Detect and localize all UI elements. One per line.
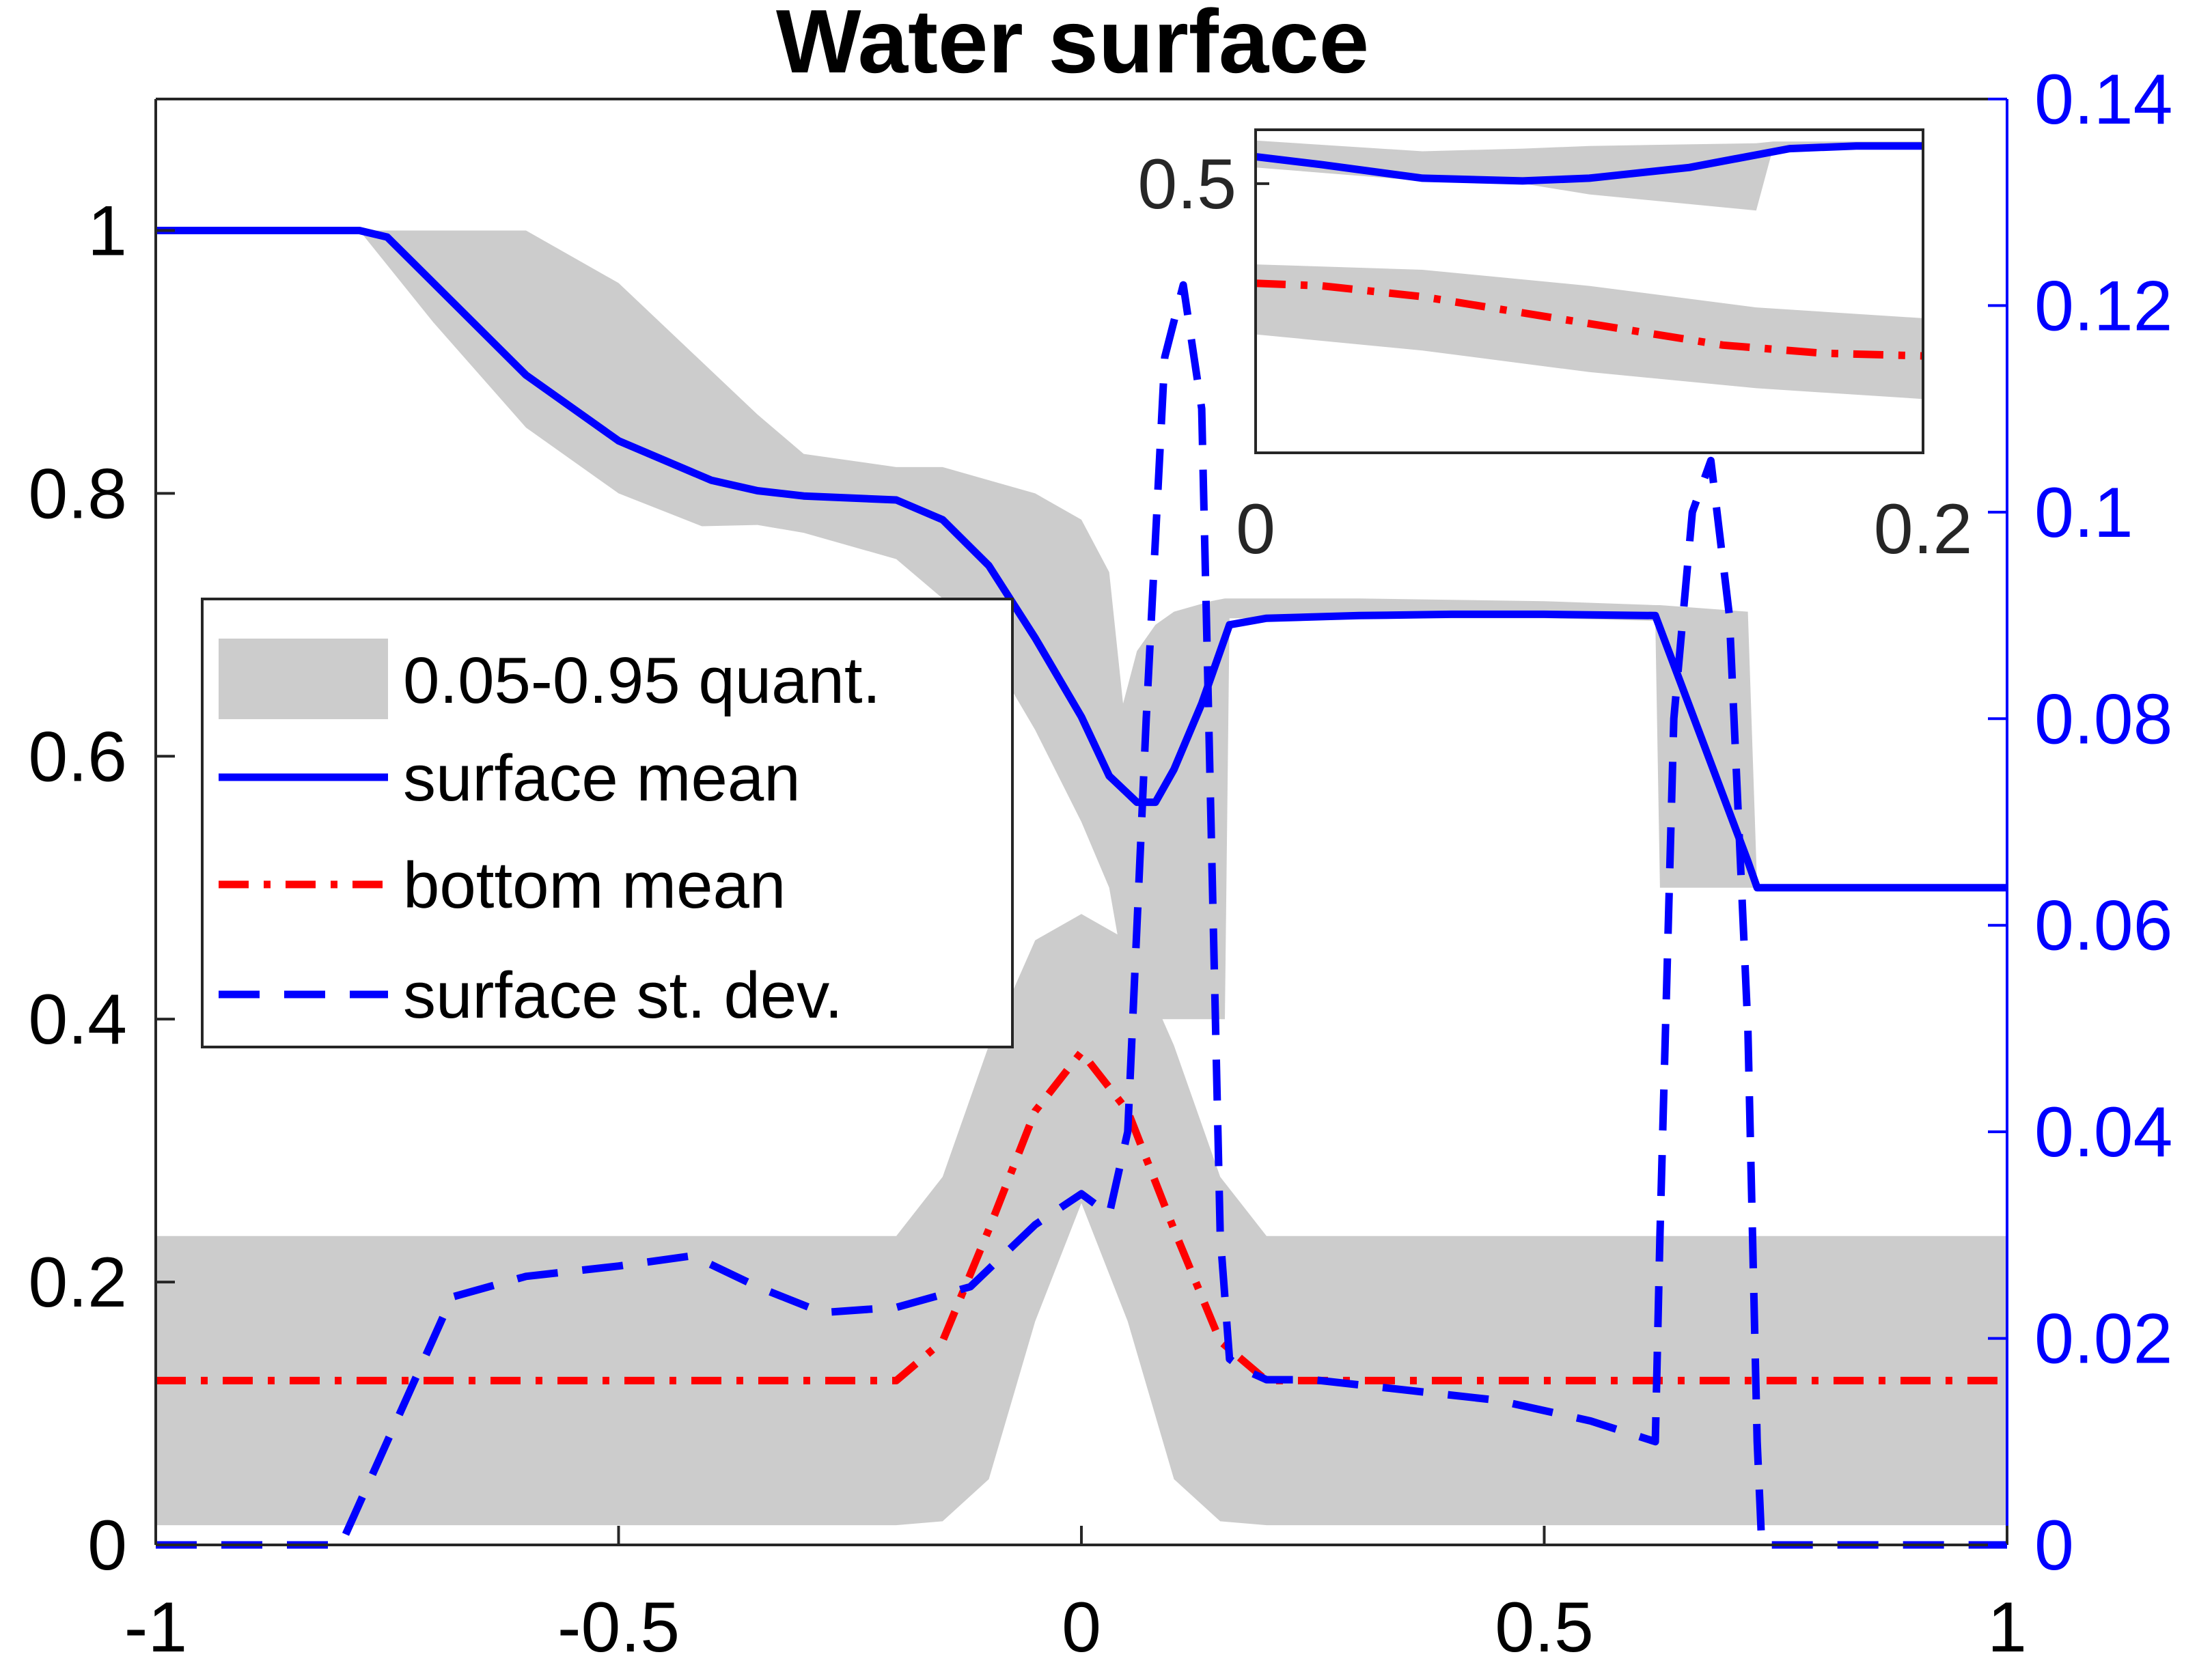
y2-tick-label: 0.12 [2034,266,2172,346]
x-tick-label: 0.5 [1495,1588,1594,1667]
quantile-band-bottom [156,914,2007,1526]
y2-tick-label: 0.04 [2034,1093,2172,1172]
legend: 0.05-0.95 quant. surface mean bottom mean s… [201,598,1014,1048]
inset-line-surface-mean [1255,142,1923,185]
legend-entry-label: bottom mean [403,849,786,922]
y2-tick-label: 0.1 [2034,473,2133,553]
x-tick-label: 0 [1062,1588,1101,1667]
series-lines-layer [156,227,2007,1549]
axes-layer: 00.20.40.60.81-1 -0.5 0 0.5 100.020.040.060.… [28,60,2172,1667]
legend-entry-label: 0.05-0.95 quant. [403,644,881,717]
x-tick-label: -0.5 [557,1588,680,1667]
inset-band-bottom [1256,264,1923,400]
quantile-band-surface [156,230,2007,1020]
y2-tick-label: 0.06 [2034,887,2172,966]
y-tick-label: 1 [87,191,127,270]
y-tick-label: 0.2 [28,1243,127,1322]
x-tick-label: 1 [1987,1588,2027,1667]
y-tick-label: 0.8 [28,454,127,533]
inset-y-tick-label: 0.5 [1137,145,1236,224]
series-line-surface-st-dev- [156,281,2007,1549]
y-tick-label: 0.6 [28,717,127,796]
inset-line-bottom-mean [1255,279,1924,360]
y-tick-label: 0 [87,1506,127,1585]
series-line-surface-mean [156,227,2007,892]
quantile-bands-layer [156,230,2007,1526]
inset-layer: 0 0.2 0.5 [1137,128,1973,569]
y-tick-label: 0.4 [28,980,127,1059]
inset-x-tick-label: 0.2 [1874,490,1973,569]
chart-title: Water surface [776,0,1369,92]
inset-frame [1254,128,1924,454]
legend-entry-label: surface st. dev. [403,959,843,1032]
legend-entry-label: surface mean [403,742,801,815]
y2-tick-label: 0.14 [2034,60,2172,139]
legend-swatch-quantile [219,639,388,719]
y2-tick-label: 0 [2034,1506,2074,1585]
y2-tick-label: 0.08 [2034,680,2172,759]
inset-x-tick-label: 0 [1236,490,1275,569]
y2-tick-label: 0.02 [2034,1300,2172,1379]
x-tick-label: -1 [124,1588,187,1667]
